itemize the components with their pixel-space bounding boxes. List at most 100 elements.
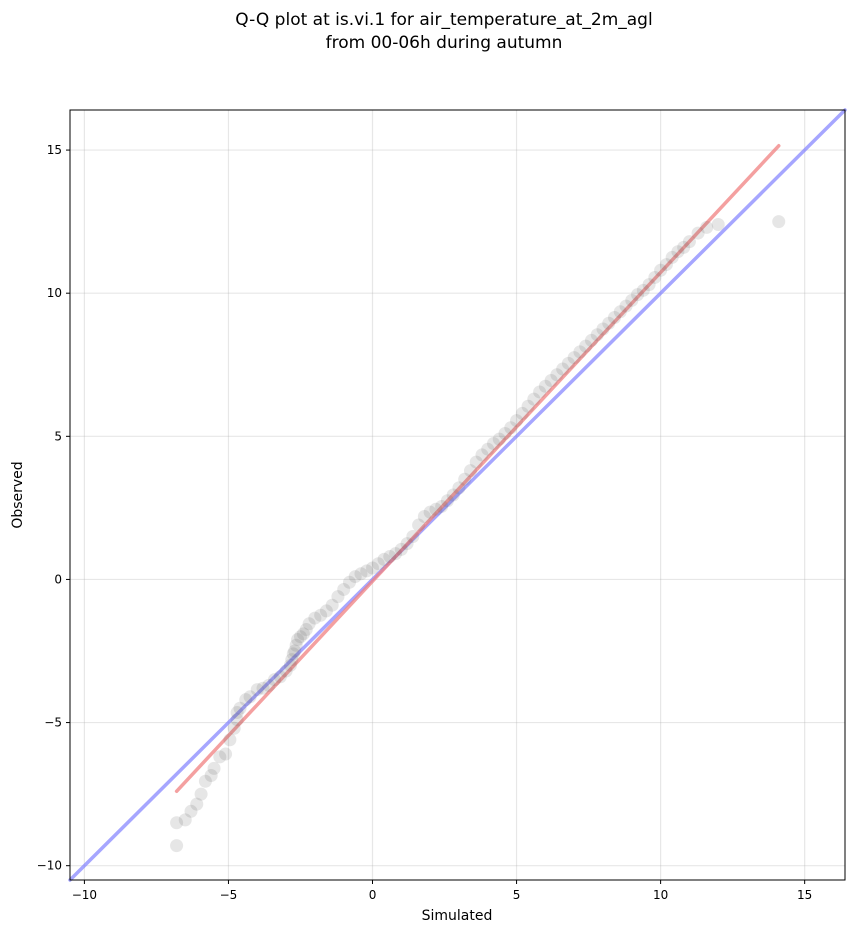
quantile-point xyxy=(556,362,570,376)
quantile-point xyxy=(567,351,581,365)
quantile-point xyxy=(291,633,305,647)
quantile-point xyxy=(561,356,575,370)
quantile-point xyxy=(544,374,558,388)
x-tick-label: −5 xyxy=(220,888,238,902)
quantile-point xyxy=(250,683,264,697)
quantile-point xyxy=(417,509,431,523)
quantile-point xyxy=(285,653,299,667)
quantile-point xyxy=(223,733,237,747)
y-tick-label: −10 xyxy=(37,859,62,873)
x-tick-label: −10 xyxy=(72,888,97,902)
quantile-point xyxy=(521,399,535,413)
x-tick-label: 10 xyxy=(653,888,668,902)
quantile-point xyxy=(515,406,529,420)
quantile-point xyxy=(296,627,310,641)
plot-frame xyxy=(69,109,846,881)
quantile-point xyxy=(648,270,662,284)
quantile-point xyxy=(584,333,598,347)
quantile-point xyxy=(178,813,192,827)
quantile-point xyxy=(190,797,204,811)
gridlines xyxy=(70,110,845,880)
quantile-point xyxy=(504,421,518,435)
fit-line xyxy=(174,144,781,794)
quantile-point xyxy=(406,530,420,544)
y-tick-label: 0 xyxy=(54,572,62,586)
quantile-point xyxy=(654,263,668,277)
y-tick-label: 5 xyxy=(54,429,62,443)
quantile-point xyxy=(319,604,333,618)
quantile-point xyxy=(213,750,227,764)
y-tick-label: 15 xyxy=(47,143,62,157)
quantile-point xyxy=(400,537,414,551)
quantile-point xyxy=(700,220,714,234)
x-axis-label: Simulated xyxy=(422,908,493,924)
quantile-point xyxy=(371,557,385,571)
quantile-point xyxy=(613,305,627,319)
quantile-point xyxy=(550,368,564,382)
quantile-point xyxy=(207,761,221,775)
quantile-point xyxy=(289,638,303,652)
quantile-point xyxy=(325,598,339,612)
quantile-point xyxy=(198,774,212,788)
quantile-point xyxy=(302,617,316,631)
quantile-point xyxy=(435,499,449,513)
quantile-point xyxy=(440,494,454,508)
quantile-point xyxy=(533,385,547,399)
quantile-point xyxy=(636,283,650,297)
quantile-point xyxy=(492,432,506,446)
quantile-point xyxy=(475,448,489,462)
quantile-point xyxy=(487,436,501,450)
quantile-point xyxy=(469,455,483,469)
quantile-point xyxy=(204,769,218,783)
quantile-point xyxy=(219,747,233,761)
quantile-point xyxy=(642,278,656,292)
quantile-point xyxy=(659,258,673,272)
quantile-point xyxy=(243,690,257,704)
quantile-point xyxy=(354,567,368,581)
quantile-points xyxy=(170,215,786,853)
quantile-point xyxy=(314,608,328,622)
x-tick-label: 15 xyxy=(797,888,812,902)
quantile-point xyxy=(691,226,705,240)
quantile-point xyxy=(286,647,300,661)
quantile-point xyxy=(394,542,408,556)
y-tick-label: 10 xyxy=(47,286,62,300)
x-axis-ticks: −10 −5 0 5 10 15 xyxy=(72,880,812,902)
quantile-point xyxy=(184,804,198,818)
quantile-point xyxy=(772,215,786,229)
quantile-point xyxy=(262,678,276,692)
quantile-point xyxy=(230,713,244,727)
y-axis-label: Observed xyxy=(10,461,26,528)
quantile-point xyxy=(602,316,616,330)
quantile-point xyxy=(665,250,679,264)
quantile-point xyxy=(538,379,552,393)
quantile-point xyxy=(268,673,282,687)
quantile-point xyxy=(230,706,244,720)
quantile-point xyxy=(256,681,270,695)
quantile-point xyxy=(463,464,477,478)
quantile-point xyxy=(288,644,302,658)
quantile-point xyxy=(299,623,313,637)
y-axis-ticks: −10 −5 0 5 10 15 xyxy=(37,143,70,873)
quantile-point xyxy=(619,299,633,313)
quantile-point xyxy=(233,701,247,715)
quantile-point xyxy=(412,518,426,532)
quantile-point xyxy=(590,328,604,342)
quantile-point xyxy=(596,322,610,336)
quantile-point xyxy=(170,816,184,830)
quantile-point xyxy=(194,787,208,801)
quantile-point xyxy=(510,414,524,428)
quantile-point xyxy=(625,293,639,307)
quantile-point xyxy=(331,590,345,604)
quantile-point xyxy=(579,339,593,353)
quantile-point xyxy=(452,481,466,495)
y-tick-label: −5 xyxy=(44,716,62,730)
quantile-point xyxy=(279,664,293,678)
quantile-point xyxy=(608,311,622,325)
x-tick-label: 0 xyxy=(369,888,377,902)
quantile-point xyxy=(239,693,253,707)
chart-title-line1: Q-Q plot at is.vi.1 for air_temperature_… xyxy=(235,10,652,30)
quantile-point xyxy=(273,670,287,684)
chart-title-line2: from 00-06h during autumn xyxy=(326,33,563,53)
